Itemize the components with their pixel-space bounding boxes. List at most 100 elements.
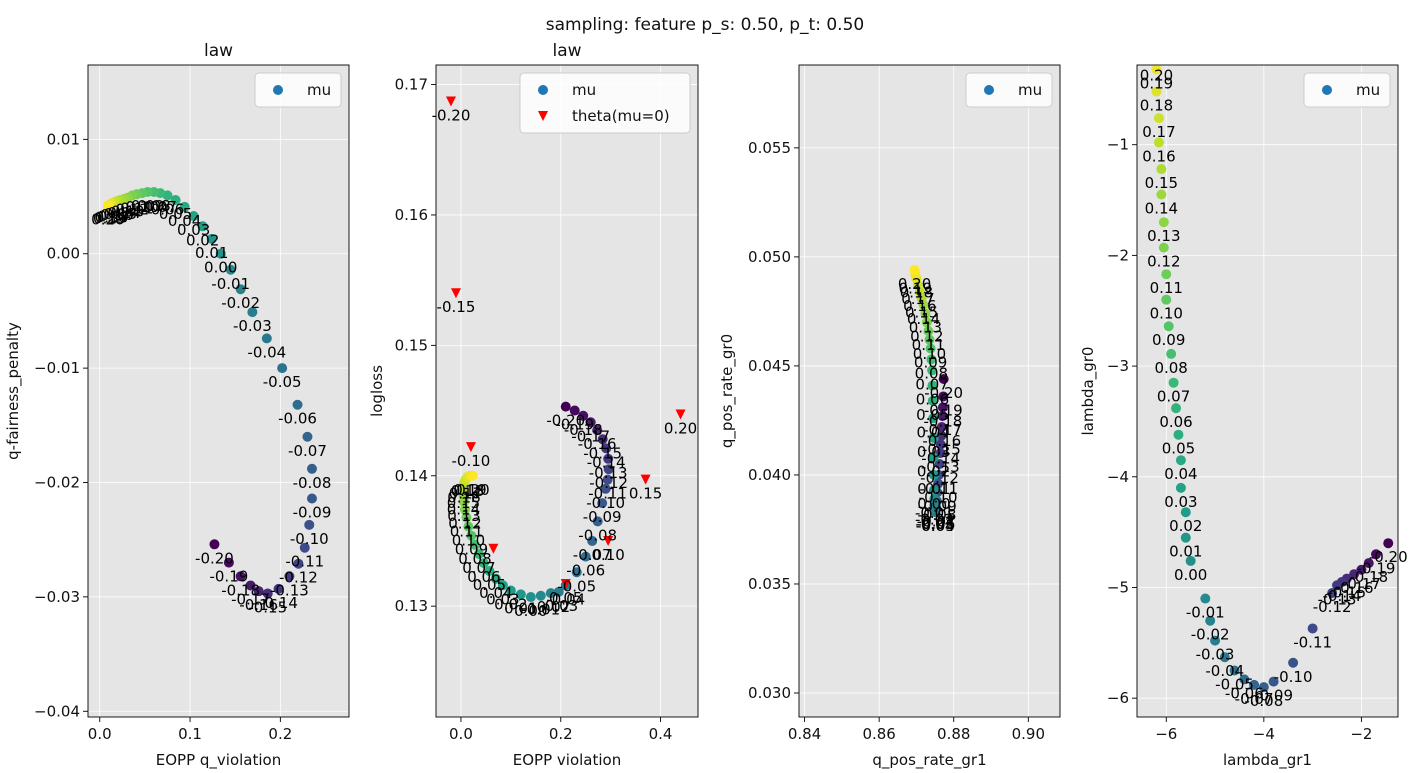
point-label: 0.03 [486, 590, 519, 608]
point-label: 0.04 [917, 423, 950, 441]
data-point [235, 571, 246, 582]
data-point [306, 463, 317, 474]
point-label: -0.08 [293, 474, 332, 492]
data-point [1288, 657, 1299, 668]
point-label: -0.17 [923, 421, 962, 439]
point-label: -0.11 [285, 553, 324, 571]
data-point [1327, 588, 1338, 599]
point-label: 0.07 [915, 375, 948, 393]
point-label: -0.20 [546, 412, 585, 430]
data-point [600, 483, 611, 494]
data-point [1168, 377, 1179, 388]
data-point [490, 573, 501, 584]
point-label: -0.19 [924, 401, 963, 419]
point-label: -0.19 [209, 568, 248, 586]
data-point [170, 194, 181, 205]
data-point [304, 519, 315, 530]
point-label: 0.01 [917, 480, 950, 498]
legend-marker-mu [1322, 85, 1332, 95]
y-tick-label: −4 [1107, 468, 1129, 486]
point-label: -0.13 [921, 458, 960, 476]
axes-frame [1136, 64, 1399, 718]
data-point [571, 567, 582, 578]
point-label: 0.20 [91, 211, 124, 229]
point-label: 0.15 [905, 303, 938, 321]
data-point [1161, 294, 1172, 305]
point-label: -0.09 [583, 508, 622, 526]
point-label: 0.13 [111, 203, 144, 221]
data-point [277, 363, 288, 374]
point-label: -0.14 [587, 453, 626, 471]
point-label: -0.13 [1318, 590, 1357, 608]
theta-marker [445, 96, 456, 107]
data-point [1151, 86, 1162, 97]
point-label: -0.14 [1322, 587, 1361, 605]
point-label: -0.14 [259, 594, 298, 612]
plot-area [1137, 65, 1398, 717]
point-label: -0.20 [195, 549, 234, 567]
y-tick-label: −2 [1107, 246, 1129, 264]
data-point [929, 493, 940, 504]
point-label: 0.20 [898, 275, 931, 293]
point-label: 0.10 [913, 345, 946, 363]
data-point [601, 443, 612, 454]
data-point [928, 469, 939, 480]
data-point [1175, 455, 1186, 466]
chart-panel-2: -0.20-0.19-0.18-0.17-0.16-0.15-0.14-0.13… [368, 41, 699, 769]
x-axis-label: EOPP violation [513, 751, 621, 769]
x-tick-label: 0.2 [268, 725, 292, 743]
point-label: 0.20 [1140, 67, 1173, 85]
point-label: 0.09 [131, 197, 164, 215]
point-label: -0.14 [921, 449, 960, 467]
x-axis-label: lambda_gr1 [1223, 751, 1312, 770]
data-point [602, 474, 613, 485]
data-point [179, 201, 190, 212]
y-tick-label: −5 [1107, 578, 1129, 596]
y-tick-label: −1 [1107, 136, 1129, 154]
data-point [597, 434, 608, 445]
point-label: -0.07 [288, 442, 327, 460]
data-point [235, 284, 246, 295]
data-point [215, 248, 226, 259]
y-tick-label: 0.15 [395, 336, 428, 354]
point-label: 0.13 [447, 507, 480, 525]
point-label: -0.16 [922, 432, 961, 450]
point-label: 0.03 [1164, 493, 1197, 511]
panel-title: law [204, 41, 233, 61]
y-tick-label: 0.030 [748, 684, 791, 702]
data-point [936, 430, 947, 441]
data-point [1363, 558, 1374, 569]
data-point [247, 307, 258, 318]
legend-box [254, 72, 342, 108]
data-point [1371, 549, 1382, 560]
data-point [1383, 538, 1394, 549]
data-point [206, 233, 217, 244]
y-axis-label: q-fairness_penalty [4, 322, 23, 460]
data-point [928, 485, 939, 496]
data-point [484, 565, 495, 576]
point-label: -0.10 [452, 452, 491, 470]
y-tick-label: 0.00 [47, 245, 80, 263]
point-label: -0.16 [578, 435, 617, 453]
point-label: -0.06 [566, 562, 605, 580]
x-tick-label: 0.90 [1012, 725, 1045, 743]
point-label: 0.06 [1159, 413, 1192, 431]
data-point [597, 498, 608, 509]
point-label: -0.10 [919, 489, 958, 507]
y-tick-label: 0.14 [395, 467, 428, 485]
x-tick-label: −4 [1253, 725, 1275, 743]
point-label: 0.00 [1174, 566, 1207, 584]
point-label: 0.04 [1164, 465, 1197, 483]
point-label: -0.16 [1335, 579, 1374, 597]
point-label: -0.11 [1293, 633, 1332, 651]
point-label: 0.04 [479, 584, 512, 602]
point-label: 0.17 [449, 485, 482, 503]
data-point [924, 334, 935, 345]
data-point [938, 374, 949, 385]
point-label: 0.02 [1169, 517, 1202, 535]
data-point [463, 521, 474, 532]
point-label: -0.07 [1235, 690, 1274, 708]
data-layer [445, 96, 686, 603]
y-axis-label: lambda_gr0 [1079, 347, 1098, 436]
point-label: 0.12 [1147, 253, 1180, 271]
